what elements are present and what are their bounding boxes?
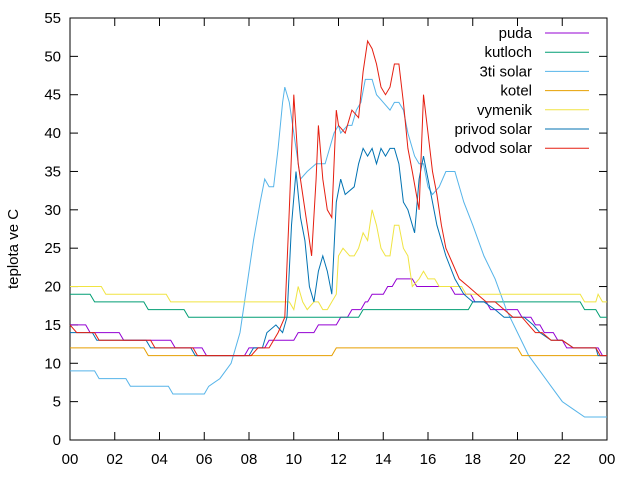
legend-label-odvod-solar: odvod solar [454, 140, 532, 157]
y-tick-label: 5 [53, 394, 61, 411]
x-tick-label: 02 [106, 451, 123, 468]
series-line-kutloch [70, 293, 607, 318]
x-tick-label: 22 [554, 451, 571, 468]
series-line-kotel [70, 347, 607, 357]
y-tick-label: 20 [44, 279, 61, 296]
y-axis-label: teplota ve C [5, 209, 22, 289]
x-tick-label: 00 [599, 451, 616, 468]
plot-frame [69, 17, 608, 441]
x-tick-label: 06 [196, 451, 213, 468]
y-tick-label: 10 [44, 355, 61, 372]
y-tick-label: 55 [44, 10, 61, 27]
x-tick-label: 12 [330, 451, 347, 468]
series-line-odvod-solar [69, 39, 607, 357]
y-tick-label: 30 [44, 202, 61, 219]
legend-label-privod-solar: privod solar [454, 121, 532, 138]
legend-label-3ti-solar: 3ti solar [479, 63, 532, 80]
legend-label-puda: puda [499, 25, 533, 42]
x-tick-label: 20 [509, 451, 526, 468]
x-tick-label: 00 [62, 451, 79, 468]
y-tick-label: 35 [44, 163, 61, 180]
y-tick-label: 50 [44, 48, 61, 65]
y-tick-label: 45 [44, 87, 61, 104]
x-tick-label: 18 [464, 451, 481, 468]
series-line-vymenik [70, 209, 607, 312]
x-tick-label: 14 [375, 451, 392, 468]
x-tick-label: 04 [151, 451, 168, 468]
legend-label-kotel: kotel [500, 83, 532, 100]
series-lines [69, 39, 607, 418]
y-tick-label: 15 [44, 317, 61, 334]
x-tick-label: 16 [420, 451, 437, 468]
y-tick-label: 0 [53, 432, 61, 449]
x-tick-label: 08 [241, 451, 258, 468]
x-tick-label: 10 [285, 451, 302, 468]
series-line-3ti-solar [70, 78, 607, 418]
axes: 0 5 10 15 20 25 30 35 40 45 50 55 00 02 04 06 08 10 12 14 16… [44, 10, 615, 468]
y-tick-label: 40 [44, 125, 61, 142]
y-tick-label: 25 [44, 240, 61, 257]
legend-label-vymenik: vymenik [477, 102, 533, 119]
legend: puda kutloch 3ti solar kotel vymenik privod s… [454, 25, 589, 157]
legend-label-kutloch: kutloch [484, 44, 532, 61]
series-line-privod-solar [70, 147, 607, 357]
